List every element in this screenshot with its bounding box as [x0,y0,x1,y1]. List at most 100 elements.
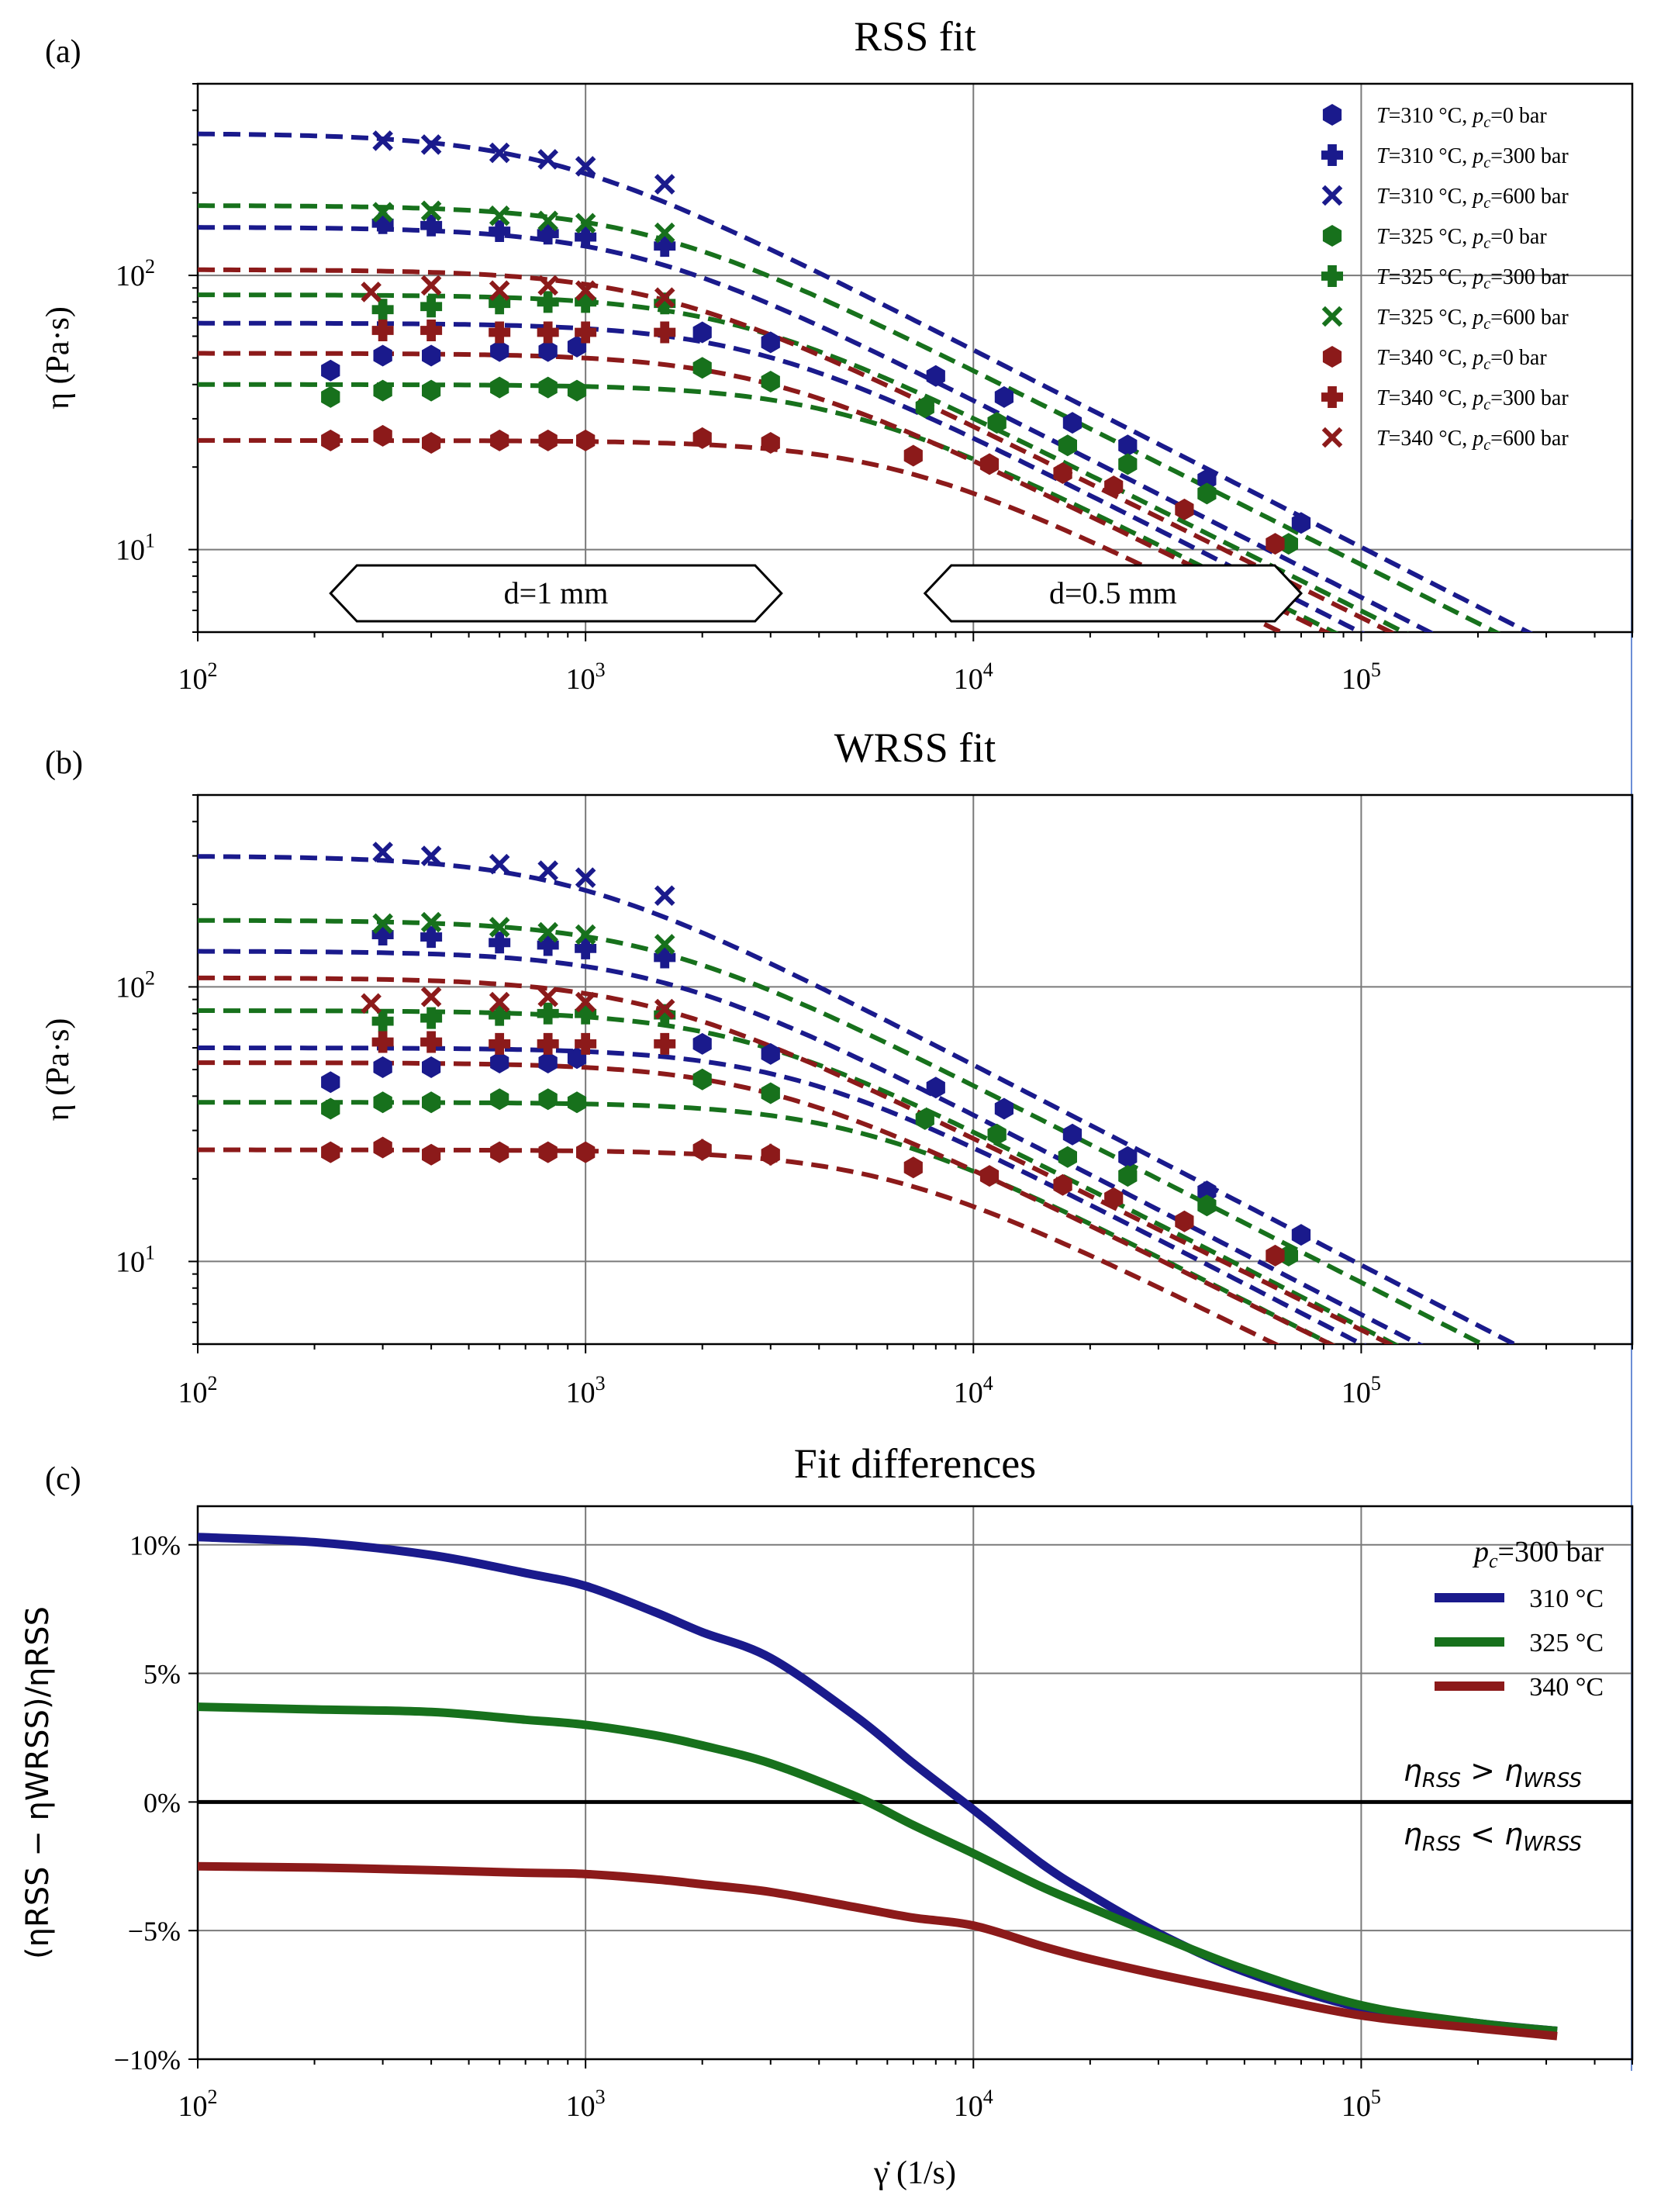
data-point [575,156,596,177]
plot-area [198,842,1520,1344]
panel-label: (c) [45,1461,81,1497]
fit-curve-blue-0 [198,1046,1367,1344]
fit-curve-blue-1 [198,949,1424,1344]
data-point [420,296,443,318]
y-axis-ticks: 10% 5% 0% −5% −10% [114,1530,198,2075]
data-point [361,993,382,1014]
data-point [979,1165,1000,1187]
annotation-box [923,564,1304,623]
data-point [692,1032,712,1055]
region-label: ηRSS > ηWRSS [1404,1754,1582,1792]
series-0 [321,321,1311,534]
series-8 [361,275,675,308]
data-point [371,320,394,342]
series-5 [372,200,675,244]
legend-item: T=340 °C, pc=300 bar [1376,386,1569,413]
data-point [321,429,340,451]
x-tick-label: 103 [566,2086,606,2123]
data-point [371,299,394,321]
series-0 [321,1032,1311,1246]
data-point [422,1143,441,1166]
data-point [490,340,509,362]
x-tick-label: 102 [178,1372,218,1409]
y-tick-label: −5% [128,1916,181,1947]
data-point [575,991,596,1013]
data-point [422,1056,441,1078]
chart-title: WRSS fit [834,724,996,771]
data-point [761,1042,780,1065]
data-point [1291,1224,1311,1246]
data-point [537,986,558,1007]
data-point [489,917,510,938]
legend-marker [1321,265,1343,287]
data-point [422,344,441,367]
grid [198,795,1632,1344]
data-point [420,200,442,222]
data-point [654,946,676,969]
panel-label: (a) [45,34,81,70]
series-4 [371,1002,676,1032]
data-point [537,860,558,881]
data-point [420,134,442,155]
data-point [490,1052,509,1073]
data-point [489,991,510,1013]
data-point [490,376,509,399]
data-point [321,359,340,382]
panels: 102 103 104 105 101 102 RSS fit (a) η (Pa·s) T=31… [20,13,1634,2191]
legend-item: 310 °C [1529,1585,1604,1613]
data-point [1058,1146,1077,1168]
data-point [321,1141,340,1163]
plot-area [198,130,1534,632]
series-8 [361,986,675,1020]
data-point [420,986,442,1007]
data-point [537,210,558,232]
data-point [373,1136,392,1159]
data-point [1062,1123,1083,1146]
data-point [537,321,559,344]
x-tick-label: 105 [1342,658,1381,696]
data-point [372,202,393,223]
data-point [567,1091,587,1114]
x-axis-ticks: 102 103 104 105 [178,1344,1633,1409]
legend-marker [1321,144,1343,166]
data-point [538,1052,558,1073]
fit-curve-green-5 [198,203,1501,632]
data-point [654,287,675,308]
annotation-box [329,564,783,623]
data-point [1197,1194,1217,1217]
data-point [1104,1187,1124,1209]
data-point [420,214,443,237]
legend-marker [1321,386,1343,408]
x-tick-label: 103 [566,1372,606,1409]
data-point [489,1032,511,1055]
data-point [489,1004,511,1026]
data-point [538,376,558,399]
data-point [373,379,392,402]
data-point [490,1141,509,1163]
region-label: ηRSS < ηWRSS [1404,1817,1582,1856]
data-point [575,226,597,248]
data-point [1118,453,1138,475]
legend-item: T=325 °C, pc=300 bar [1376,265,1569,292]
series-1 [371,924,676,969]
y-axis-label: η (Pa·s) [40,306,76,410]
y-axis-ticks: 101 102 [116,794,198,1345]
y-axis-label: η (Pa·s) [40,1018,76,1122]
data-point [537,1032,559,1055]
y-tick-label: 101 [116,530,155,567]
data-point [537,149,558,170]
data-point [915,396,934,419]
series-7 [371,320,676,344]
data-point [321,385,340,408]
annotation-label: d=1 mm [504,575,609,610]
legend-marker [1321,185,1343,206]
data-point [576,429,596,451]
x-tick-label: 102 [178,658,218,696]
data-point [372,842,393,862]
data-point [575,321,597,344]
y-tick-label: 10% [129,1530,181,1561]
x-axis-ticks: 102 103 104 105 [178,632,1633,696]
y-tick-label: 102 [116,255,155,292]
fit-curve-red-8 [198,267,1397,632]
legend-marker [1322,104,1342,126]
